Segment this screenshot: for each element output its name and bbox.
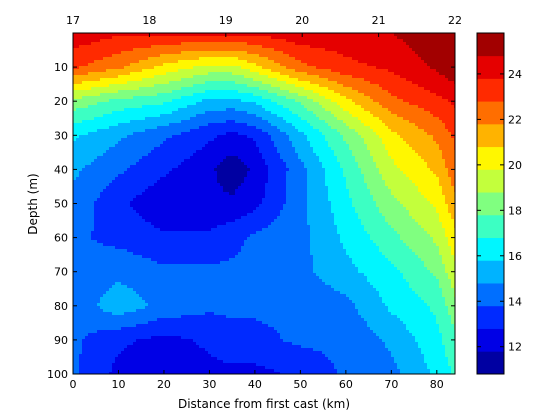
colorbar-level	[477, 351, 504, 375]
contour-plot	[73, 33, 456, 375]
y-tick-label: 30	[54, 129, 68, 142]
top-tick-label: 18	[142, 14, 156, 27]
y-tick-label: 80	[54, 300, 68, 313]
colorbar-tick-label: 18	[508, 204, 522, 217]
colorbar-level	[477, 169, 504, 193]
y-tick-label: 60	[54, 232, 68, 245]
y-tick-label: 90	[54, 334, 68, 347]
colorbar-level	[477, 328, 504, 352]
x-tick-label: 30	[202, 378, 216, 391]
top-tick-label: 19	[219, 14, 233, 27]
colorbar-level	[477, 55, 504, 79]
x-tick-label: 20	[157, 378, 171, 391]
top-tick-label: 21	[372, 14, 386, 27]
colorbar-level	[477, 33, 504, 57]
colorbar-level	[477, 101, 504, 125]
x-tick-label: 10	[111, 378, 125, 391]
x-tick-label: 80	[430, 378, 444, 391]
y-tick-label: 70	[54, 266, 68, 279]
y-tick-label: 100	[47, 368, 68, 381]
x-tick-label: 60	[339, 378, 353, 391]
y-tick-label: 10	[54, 61, 68, 74]
colorbar-tick-label: 22	[508, 113, 522, 126]
colorbar-level	[477, 283, 504, 307]
x-tick-label: 70	[384, 378, 398, 391]
y-tick-label: 20	[54, 95, 68, 108]
colorbar-level	[477, 192, 504, 216]
colorbar-level	[477, 214, 504, 238]
colorbar: 12 14 16 18 20 22 24	[476, 32, 522, 375]
colorbar-tick-label: 20	[508, 159, 522, 172]
top-tick-label: 20	[295, 14, 309, 27]
colorbar-level	[477, 305, 504, 329]
colorbar-level	[477, 78, 504, 102]
plot-axes: 0 10 20 30 40 50 60 70 80 10 20 30 40 50 60 70 80 90 100 17…	[47, 14, 462, 391]
x-axis-label: Distance from first cast (km)	[178, 397, 350, 411]
top-tick-label: 17	[66, 14, 80, 27]
x-tick-label: 0	[70, 378, 77, 391]
top-tick-label: 22	[448, 14, 462, 27]
colorbar-level	[477, 260, 504, 284]
colorbar-level	[477, 237, 504, 261]
y-axis-label: Depth (m)	[26, 173, 40, 234]
colorbar-level	[477, 123, 504, 148]
colorbar-tick-label: 12	[508, 341, 522, 354]
colorbar-tick-label: 16	[508, 250, 522, 263]
colorbar-tick-label: 24	[508, 68, 522, 81]
colorbar-tick-label: 14	[508, 295, 522, 308]
y-tick-label: 50	[54, 198, 68, 211]
x-tick-label: 40	[248, 378, 262, 391]
y-tick-label: 40	[54, 163, 68, 176]
colorbar-level	[477, 146, 504, 170]
x-tick-label: 50	[293, 378, 307, 391]
colorbar-frame	[476, 32, 505, 375]
